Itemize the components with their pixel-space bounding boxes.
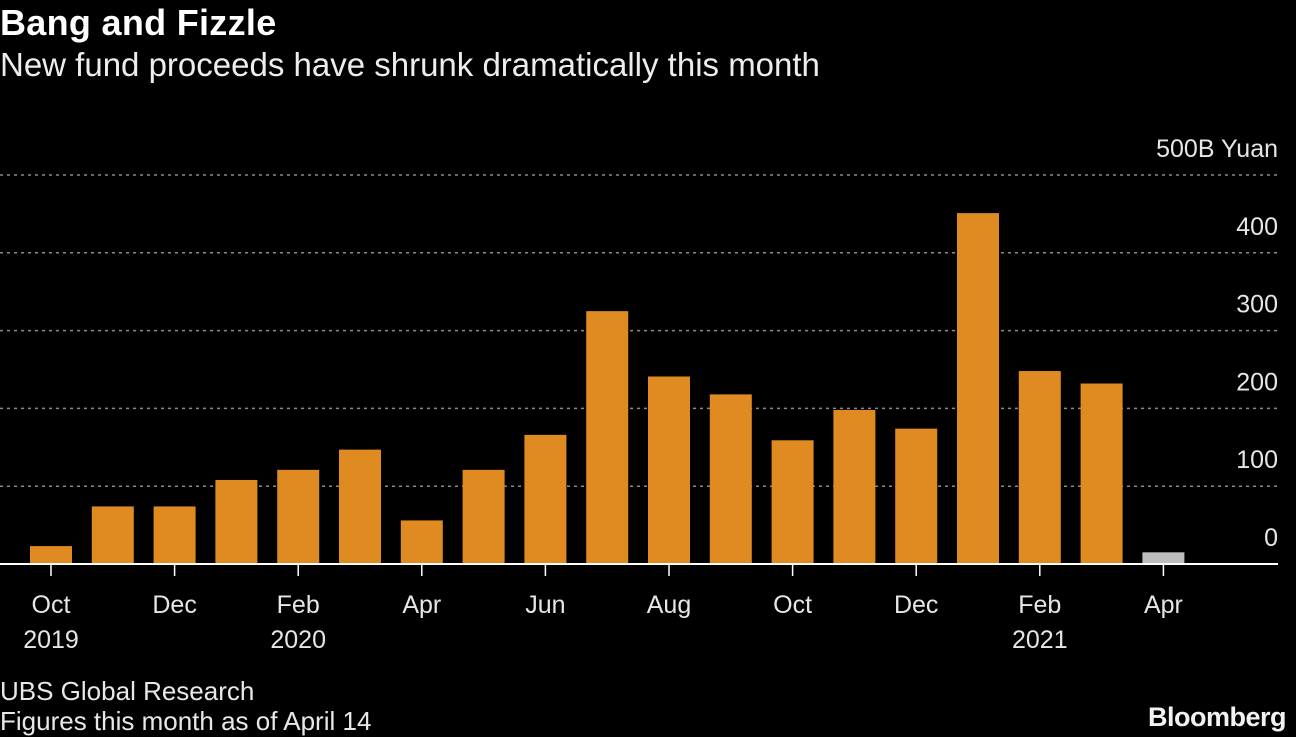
x-tick-label-month: Feb xyxy=(1018,591,1061,619)
bloomberg-logo: Bloomberg xyxy=(1147,702,1287,732)
x-tick-label-month: Feb xyxy=(277,591,320,619)
bar xyxy=(648,376,690,564)
bar xyxy=(91,506,134,564)
grid-lines xyxy=(0,174,1278,487)
footnote-text: Figures this month as of April 14 xyxy=(0,706,372,736)
bar xyxy=(586,311,629,564)
y-tick-label: 400 xyxy=(1236,213,1278,241)
bar xyxy=(277,469,320,564)
x-tick-label-year: 2021 xyxy=(1012,626,1068,654)
x-tick-label-month: Dec xyxy=(152,591,196,619)
bar xyxy=(462,469,505,564)
y-tick-labels: 0 100 200 300 400 500B Yuan xyxy=(1156,135,1278,552)
y-tick-label: 300 xyxy=(1236,291,1278,319)
bar xyxy=(771,440,814,564)
bar xyxy=(215,479,258,564)
x-tick-label-year: 2019 xyxy=(23,626,79,654)
bar xyxy=(833,409,876,564)
x-tick-label-month: Oct xyxy=(773,591,812,619)
y-tick-label: 0 xyxy=(1264,524,1278,552)
x-tick-label-month: Apr xyxy=(402,591,441,619)
x-tick-label-month: Aug xyxy=(647,591,691,619)
bar xyxy=(153,506,196,564)
y-tick-label: 200 xyxy=(1236,368,1278,396)
bar xyxy=(957,213,999,564)
source-text: UBS Global Research xyxy=(0,676,255,706)
bar xyxy=(400,520,443,564)
bar xyxy=(339,449,381,564)
bar-partial-month xyxy=(1142,552,1185,564)
bars xyxy=(30,213,1185,564)
x-tick-label-month: Jun xyxy=(525,591,565,619)
x-tick-label-month: Apr xyxy=(1144,591,1183,619)
bar xyxy=(1080,383,1123,564)
bar xyxy=(895,428,938,564)
chart-subtitle: New fund proceeds have shrunk dramatical… xyxy=(0,46,820,83)
x-tick-label-month: Dec xyxy=(894,591,938,619)
x-tick-labels: Oct 2019 Dec Feb 2020 Apr Jun Aug Oct Dec Feb 2021 A… xyxy=(23,591,1183,654)
bar xyxy=(1018,371,1061,564)
chart-title: Bang and Fizzle xyxy=(0,2,277,43)
y-tick-label: 500B Yuan xyxy=(1156,135,1278,163)
bar xyxy=(524,434,567,564)
x-tick-label-year: 2020 xyxy=(270,626,326,654)
x-tick-label-month: Oct xyxy=(32,591,71,619)
bar xyxy=(30,546,72,564)
y-tick-label: 100 xyxy=(1236,446,1278,474)
x-axis xyxy=(0,563,1278,576)
bar xyxy=(709,394,752,564)
